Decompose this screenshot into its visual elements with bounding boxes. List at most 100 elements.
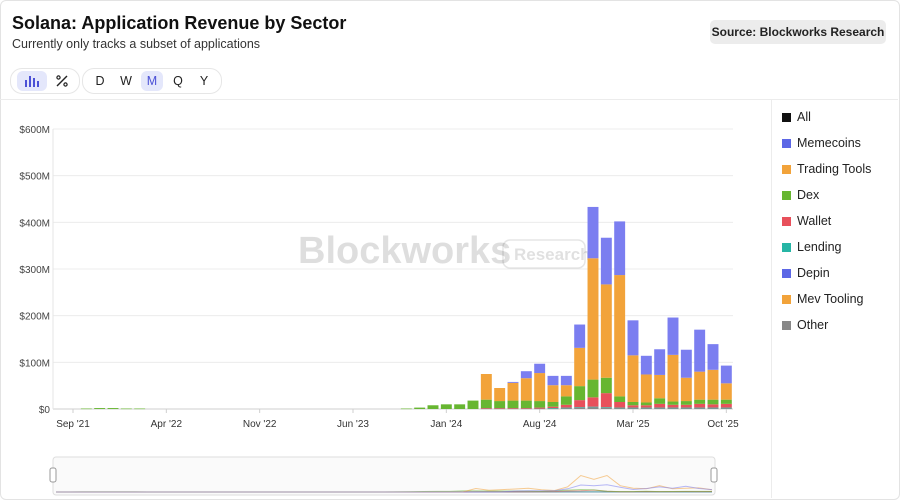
bar-segment-wallet[interactable] — [694, 403, 706, 408]
bar-segment-memecoins[interactable] — [654, 349, 666, 375]
bar-segment-lending[interactable] — [720, 407, 732, 409]
bar-chart-mode-button[interactable] — [17, 71, 47, 91]
timeframe-d-button[interactable]: D — [95, 74, 105, 88]
bar-segment-other[interactable] — [680, 408, 692, 409]
bar-segment-wallet[interactable] — [720, 403, 732, 408]
bar-segment-trading-tools[interactable] — [654, 374, 666, 399]
bar-segment-dex[interactable] — [494, 401, 506, 409]
bar-segment-lending[interactable] — [547, 408, 559, 409]
bar-segment-dex[interactable] — [680, 401, 692, 405]
source-badge[interactable]: Source: Blockworks Research — [710, 20, 886, 44]
bar-segment-wallet[interactable] — [547, 406, 559, 409]
bar-segment-lending[interactable] — [587, 406, 599, 408]
bar-segment-trading-tools[interactable] — [520, 378, 532, 401]
bar-segment-other[interactable] — [534, 408, 546, 410]
bar-segment-wallet[interactable] — [480, 408, 492, 409]
bar-segment-other[interactable] — [640, 408, 652, 409]
timeframe-m-button[interactable]: M — [141, 71, 163, 91]
bar-segment-trading-tools[interactable] — [640, 374, 652, 403]
bar-segment-trading-tools[interactable] — [680, 377, 692, 402]
bar-segment-wallet[interactable] — [534, 407, 546, 409]
bar-segment-trading-tools[interactable] — [480, 374, 492, 400]
bar-segment-wallet[interactable] — [654, 403, 666, 408]
bar-segment-wallet[interactable] — [507, 408, 519, 409]
bar-segment-other[interactable] — [720, 408, 732, 409]
bar-segment-trading-tools[interactable] — [587, 258, 599, 380]
bar-segment-other[interactable] — [587, 407, 599, 409]
bar-segment-memecoins[interactable] — [680, 349, 692, 378]
bar-segment-dex[interactable] — [520, 400, 532, 409]
bar-segment-dex[interactable] — [627, 402, 639, 406]
bar-segment-wallet[interactable] — [560, 404, 572, 408]
bar-segment-memecoins[interactable] — [587, 206, 599, 259]
bar-segment-other[interactable] — [480, 408, 492, 410]
bar-segment-other[interactable] — [614, 408, 626, 409]
bar-segment-other[interactable] — [627, 408, 639, 409]
bar-segment-trading-tools[interactable] — [507, 382, 519, 401]
bar-segment-trading-tools[interactable] — [627, 355, 639, 402]
bar-segment-other[interactable] — [507, 408, 519, 410]
bar-segment-memecoins[interactable] — [720, 365, 732, 384]
bar-segment-dex[interactable] — [480, 399, 492, 409]
percent-mode-button[interactable] — [51, 71, 73, 91]
bar-segment-other[interactable] — [707, 408, 719, 409]
bar-segment-other[interactable] — [600, 407, 612, 409]
bar-segment-dex[interactable] — [440, 404, 452, 409]
bar-segment-other[interactable] — [667, 408, 679, 409]
bar-segment-trading-tools[interactable] — [574, 347, 586, 387]
legend-item-lending[interactable]: Lending — [782, 234, 871, 260]
bar-segment-dex[interactable] — [534, 401, 546, 408]
legend-item-mev-tooling[interactable]: Mev Tooling — [782, 286, 871, 312]
bar-segment-dex[interactable] — [600, 377, 612, 394]
bar-segment-trading-tools[interactable] — [600, 284, 612, 378]
navigator-handle-right[interactable] — [710, 467, 718, 483]
bar-segment-wallet[interactable] — [640, 405, 652, 408]
bar-segment-lending[interactable] — [560, 407, 572, 409]
bar-segment-dex[interactable] — [694, 399, 706, 404]
bar-segment-wallet[interactable] — [680, 404, 692, 408]
bar-segment-memecoins[interactable] — [600, 237, 612, 285]
bar-segment-memecoins[interactable] — [694, 329, 706, 372]
bar-segment-trading-tools[interactable] — [494, 388, 506, 402]
bar-segment-lending[interactable] — [680, 407, 692, 409]
bar-segment-dex[interactable] — [547, 402, 559, 407]
bar-segment-memecoins[interactable] — [547, 375, 559, 386]
bar-segment-dex[interactable] — [107, 408, 119, 409]
bar-segment-lending[interactable] — [640, 407, 652, 409]
bar-segment-lending[interactable] — [654, 407, 666, 409]
bar-segment-dex[interactable] — [94, 408, 106, 409]
bar-segment-other[interactable] — [520, 408, 532, 410]
bar-segment-wallet[interactable] — [494, 408, 506, 409]
bar-segment-trading-tools[interactable] — [614, 275, 626, 397]
bar-segment-wallet[interactable] — [707, 404, 719, 408]
bar-segment-lending[interactable] — [600, 407, 612, 408]
bar-segment-memecoins[interactable] — [707, 344, 719, 370]
bar-segment-trading-tools[interactable] — [534, 373, 546, 402]
bar-segment-memecoins[interactable] — [640, 355, 652, 375]
legend-item-depin[interactable]: Depin — [782, 260, 871, 286]
legend-item-wallet[interactable]: Wallet — [782, 208, 871, 234]
bar-segment-lending[interactable] — [574, 407, 586, 408]
bar-segment-other[interactable] — [560, 408, 572, 409]
legend-item-all[interactable]: All — [782, 104, 871, 130]
bar-segment-memecoins[interactable] — [627, 320, 639, 356]
navigator-handle-left[interactable] — [49, 467, 57, 483]
bar-segment-other[interactable] — [574, 407, 586, 409]
bar-segment-memecoins[interactable] — [614, 221, 626, 276]
bar-segment-dex[interactable] — [640, 402, 652, 406]
bar-segment-trading-tools[interactable] — [560, 385, 572, 397]
bar-segment-dex[interactable] — [467, 400, 479, 409]
bar-segment-dex[interactable] — [454, 404, 466, 409]
bar-segment-wallet[interactable] — [587, 397, 599, 407]
bar-segment-dex[interactable] — [654, 398, 666, 404]
bar-segment-dex[interactable] — [614, 396, 626, 402]
bar-segment-lending[interactable] — [627, 407, 639, 409]
bar-segment-lending[interactable] — [614, 407, 626, 409]
legend-item-trading-tools[interactable]: Trading Tools — [782, 156, 871, 182]
legend-item-other[interactable]: Other — [782, 312, 871, 338]
bar-segment-dex[interactable] — [574, 386, 586, 401]
bar-segment-dex[interactable] — [414, 407, 426, 409]
bar-segment-memecoins[interactable] — [507, 381, 519, 383]
bar-segment-other[interactable] — [547, 408, 559, 410]
bar-segment-wallet[interactable] — [574, 400, 586, 408]
